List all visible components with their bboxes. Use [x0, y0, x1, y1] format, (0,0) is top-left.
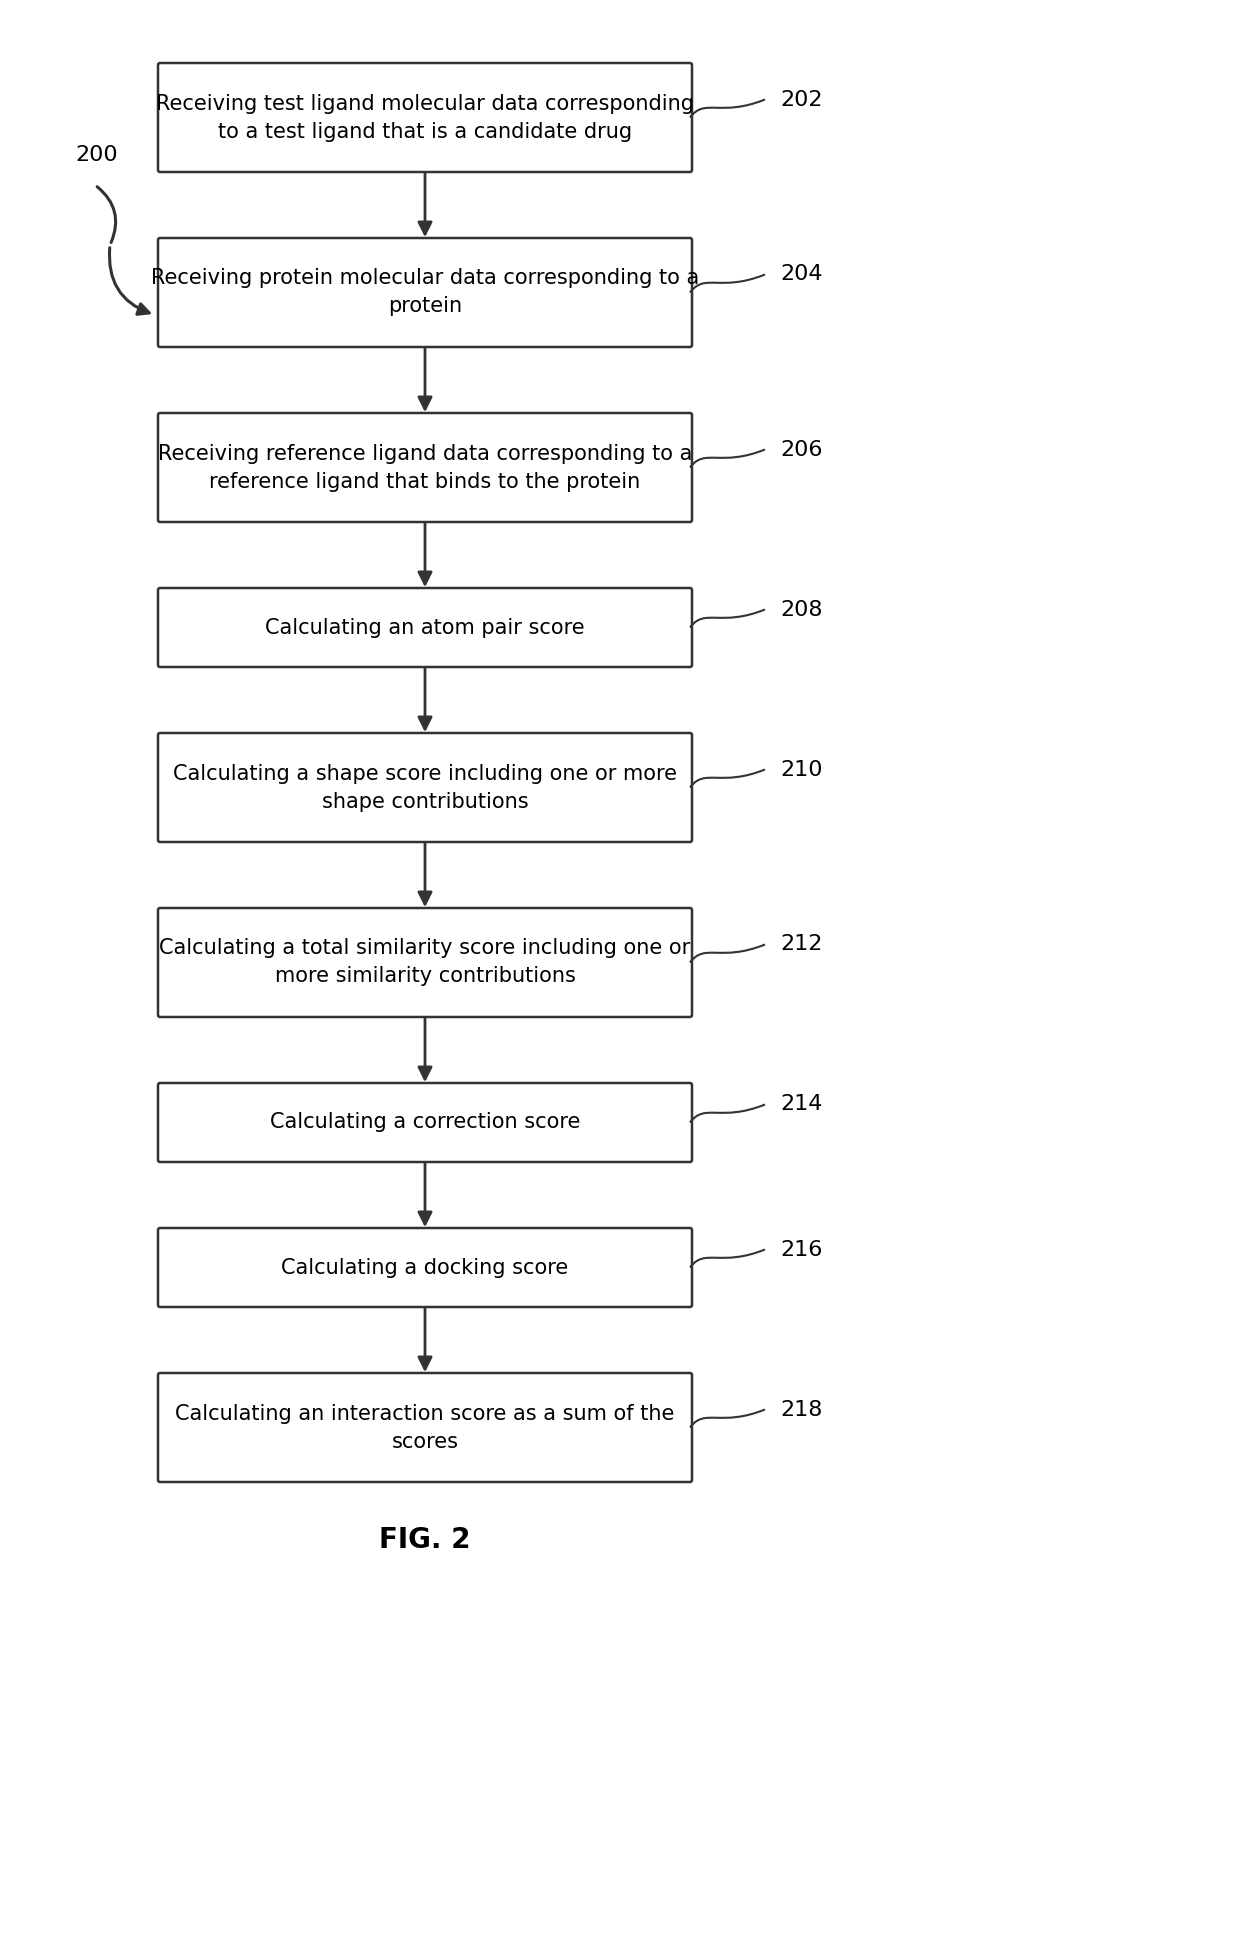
Text: Calculating a docking score: Calculating a docking score	[281, 1258, 569, 1278]
FancyArrowPatch shape	[109, 248, 149, 314]
Text: 218: 218	[780, 1400, 822, 1419]
Text: Calculating an interaction score as a sum of the
scores: Calculating an interaction score as a su…	[175, 1404, 675, 1452]
FancyBboxPatch shape	[157, 413, 692, 522]
Text: Calculating a total similarity score including one or
more similarity contributi: Calculating a total similarity score inc…	[160, 938, 691, 987]
Text: 202: 202	[780, 89, 822, 109]
Text: Receiving protein molecular data corresponding to a
protein: Receiving protein molecular data corresp…	[151, 268, 699, 316]
FancyArrowPatch shape	[97, 186, 115, 242]
Text: Calculating a shape score including one or more
shape contributions: Calculating a shape score including one …	[174, 764, 677, 812]
FancyBboxPatch shape	[157, 733, 692, 842]
Text: Receiving test ligand molecular data corresponding
to a test ligand that is a ca: Receiving test ligand molecular data cor…	[156, 93, 694, 142]
Text: 210: 210	[780, 760, 822, 779]
Text: 216: 216	[780, 1239, 822, 1260]
Text: 206: 206	[780, 440, 822, 460]
FancyBboxPatch shape	[157, 1084, 692, 1161]
FancyBboxPatch shape	[157, 1227, 692, 1307]
Text: Calculating a correction score: Calculating a correction score	[270, 1113, 580, 1132]
Text: 200: 200	[74, 145, 118, 165]
Text: Receiving reference ligand data corresponding to a
reference ligand that binds t: Receiving reference ligand data correspo…	[157, 444, 692, 491]
FancyBboxPatch shape	[157, 238, 692, 347]
FancyBboxPatch shape	[157, 62, 692, 173]
Text: Calculating an atom pair score: Calculating an atom pair score	[265, 617, 585, 638]
FancyBboxPatch shape	[157, 1373, 692, 1481]
FancyBboxPatch shape	[157, 588, 692, 667]
Text: 204: 204	[780, 264, 822, 285]
Text: 212: 212	[780, 935, 822, 954]
FancyBboxPatch shape	[157, 907, 692, 1016]
Text: FIG. 2: FIG. 2	[379, 1526, 471, 1553]
Text: 214: 214	[780, 1094, 822, 1115]
Text: 208: 208	[780, 599, 822, 619]
